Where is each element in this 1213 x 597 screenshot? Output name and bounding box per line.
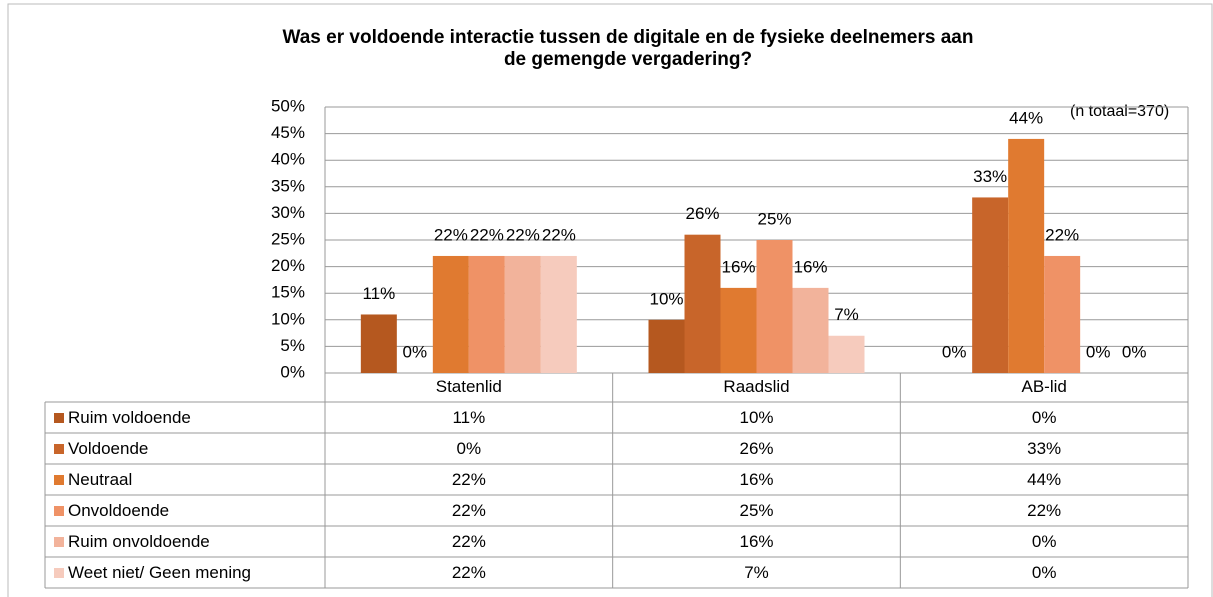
bar	[1008, 138, 1045, 373]
x-tick-label: Raadslid	[723, 377, 789, 396]
data-label: 26%	[685, 204, 719, 223]
bar	[504, 255, 541, 373]
bar	[684, 234, 721, 373]
y-tick-label: 40%	[271, 150, 305, 169]
legend-label: Neutraal	[68, 470, 132, 489]
table-cell: 22%	[1027, 501, 1061, 520]
table-cell: 22%	[452, 501, 486, 520]
table-cell: 7%	[744, 563, 769, 582]
y-tick-label: 10%	[271, 309, 305, 328]
data-label: 0%	[1122, 342, 1147, 361]
bar	[720, 287, 757, 373]
bar	[432, 255, 469, 373]
x-tick-label: Statenlid	[436, 377, 502, 396]
table-cell: 44%	[1027, 470, 1061, 489]
table-cell: 0%	[1032, 408, 1057, 427]
data-label: 22%	[506, 225, 540, 244]
legend-label: Voldoende	[68, 439, 148, 458]
bar	[648, 319, 685, 373]
legend-swatch	[54, 444, 64, 454]
data-label: 22%	[1045, 225, 1079, 244]
y-tick-label: 20%	[271, 256, 305, 275]
data-label: 22%	[542, 225, 576, 244]
data-label: 22%	[470, 225, 504, 244]
table-cell: 26%	[739, 439, 773, 458]
y-tick-label: 50%	[271, 96, 305, 115]
table-cell: 25%	[739, 501, 773, 520]
table-cell: 22%	[452, 532, 486, 551]
data-label: 33%	[973, 167, 1007, 186]
table-cell: 0%	[1032, 532, 1057, 551]
data-label: 11%	[362, 284, 395, 303]
bar	[360, 314, 397, 373]
y-tick-label: 30%	[271, 203, 305, 222]
legend-swatch	[54, 537, 64, 547]
bar	[828, 335, 865, 373]
table-cell: 16%	[739, 470, 773, 489]
legend-label: Onvoldoende	[68, 501, 169, 520]
chart-title: de gemengde vergadering?	[504, 49, 752, 70]
data-label: 0%	[403, 342, 428, 361]
bar	[468, 255, 505, 373]
table-cell: 22%	[452, 563, 486, 582]
data-label: 0%	[1086, 342, 1111, 361]
y-tick-label: 45%	[271, 123, 305, 142]
y-tick-label: 0%	[280, 362, 305, 381]
legend-swatch	[54, 475, 64, 485]
data-label: 16%	[793, 257, 827, 276]
bar	[1044, 255, 1081, 373]
data-label: 22%	[434, 225, 468, 244]
table-cell: 33%	[1027, 439, 1061, 458]
data-label: 7%	[834, 305, 859, 324]
y-tick-label: 5%	[280, 336, 305, 355]
table-cell: 0%	[1032, 563, 1057, 582]
y-tick-label: 25%	[271, 229, 305, 248]
legend-label: Ruim voldoende	[68, 408, 191, 427]
legend-label: Weet niet/ Geen mening	[68, 563, 251, 582]
bar	[540, 255, 577, 373]
x-tick-label: AB-lid	[1021, 377, 1066, 396]
legend-swatch	[54, 413, 64, 423]
bar	[792, 287, 829, 373]
y-tick-label: 15%	[271, 283, 305, 302]
bar	[972, 197, 1009, 373]
legend-swatch	[54, 506, 64, 516]
annotation: (n totaal=370)	[1070, 103, 1169, 120]
data-label: 0%	[942, 342, 967, 361]
data-label: 16%	[721, 257, 755, 276]
table-cell: 0%	[457, 439, 482, 458]
legend-label: Ruim onvoldoende	[68, 532, 210, 551]
table-cell: 16%	[739, 532, 773, 551]
table-cell: 10%	[739, 408, 773, 427]
chart-title: Was er voldoende interactie tussen de di…	[283, 27, 974, 48]
data-label: 44%	[1009, 108, 1043, 127]
bar	[756, 240, 793, 373]
table-cell: 22%	[452, 470, 486, 489]
y-tick-label: 35%	[271, 176, 305, 195]
data-label: 25%	[757, 209, 791, 228]
table-cell: 11%	[452, 408, 485, 427]
data-label: 10%	[649, 289, 683, 308]
legend-swatch	[54, 568, 64, 578]
chart-frame	[7, 3, 1213, 597]
